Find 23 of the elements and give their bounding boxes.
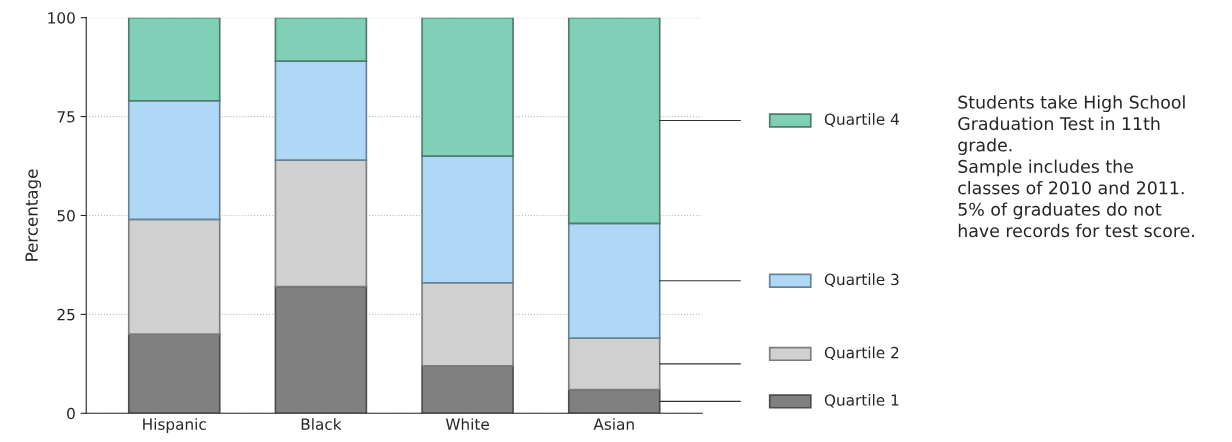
bar [274,17,368,63]
bar [421,17,514,157]
x-tick-label: Asian [593,418,634,430]
bar [421,155,514,284]
legend-label: Quartile 2 [824,346,899,361]
x-tick-label: White [445,418,489,430]
bar [127,17,221,102]
y-axis-title: Percentage [25,169,42,261]
y-tick-label: 75 [57,111,75,123]
legend-label: Quartile 4 [824,113,899,127]
y-tick-label: 25 [57,308,75,321]
bar [127,99,221,221]
bar [567,17,661,225]
legend-label: Quartile 3 [824,273,899,287]
x-tick-label: Hispanic [143,418,206,433]
text: Students take High School Graduation Test in 11th grade. Sample includes the classes of 2010 and 2011. 5% of graduates do not have records for test score. [958,95,1194,238]
legend-label: Quartile 1 [824,394,899,408]
y-tick-label: 0 [67,407,75,420]
y-tick-label: 100 [48,12,75,24]
bar [274,60,368,161]
x-tick-label: Black [301,418,342,430]
y-tick-label: 50 [57,209,75,222]
bar [567,222,661,339]
